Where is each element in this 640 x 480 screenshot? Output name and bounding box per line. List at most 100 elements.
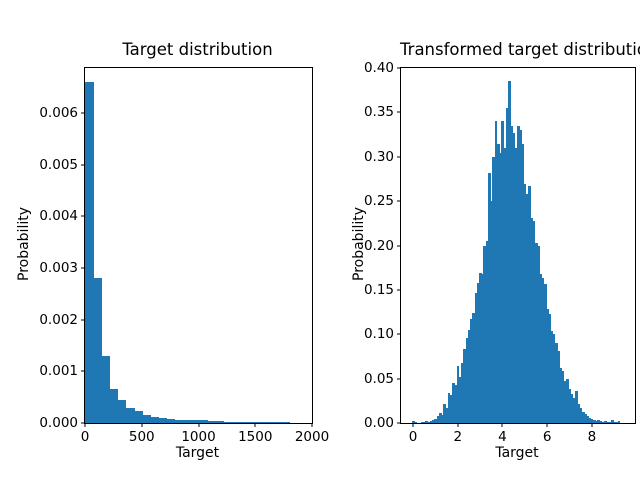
histogram-bar	[557, 351, 560, 423]
histogram-bar	[142, 414, 151, 423]
histogram-bar	[581, 412, 585, 423]
histogram-bar	[566, 378, 569, 423]
x-axis-tick	[501, 423, 503, 427]
chart-title-target-distribution: Target distribution	[122, 40, 273, 59]
histogram-bar	[150, 416, 160, 423]
histogram-bar	[467, 329, 471, 423]
y-axis-tick-label: 0.35	[363, 104, 394, 121]
histogram-bar	[490, 201, 493, 423]
histogram-bar	[191, 419, 200, 423]
y-axis-tick	[397, 156, 401, 158]
y-axis-tick	[397, 67, 401, 69]
y-axis-tick	[81, 422, 85, 424]
y-axis-tick-label: 0.20	[363, 237, 394, 254]
x-axis-tick-label: 8	[587, 429, 597, 445]
histogram-bar	[492, 156, 496, 423]
y-axis-tick	[81, 164, 85, 166]
histogram-bar	[584, 414, 587, 423]
y-axis-tick	[81, 370, 85, 372]
x-axis-tick	[84, 423, 86, 427]
histogram-bar	[505, 107, 509, 423]
histogram-bar	[232, 421, 241, 423]
y-axis-tick	[397, 245, 401, 246]
histogram-bar	[579, 407, 583, 423]
histogram-bar	[411, 421, 415, 423]
histogram-bar	[485, 241, 489, 423]
x-axis-label: Target	[495, 445, 539, 461]
y-axis-tick	[81, 112, 85, 114]
histogram-bar	[452, 383, 455, 423]
y-axis-tick-label: 0.15	[363, 281, 394, 298]
x-axis-tick-label: 4	[498, 429, 507, 445]
y-axis-tick-label: 0.000	[39, 415, 78, 431]
y-axis-tick-label: 0.00	[363, 415, 394, 431]
x-axis-tick-label: 6	[542, 429, 552, 445]
chart-title-transformed-target-distribution: Transformed target distribution	[400, 40, 640, 59]
histogram-bar	[516, 125, 520, 423]
histogram-bar	[559, 367, 563, 423]
y-axis-tick	[397, 200, 401, 202]
histogram-bar	[248, 422, 258, 423]
histogram-bar	[541, 278, 545, 423]
histogram-bar	[432, 420, 435, 423]
y-axis-tick	[397, 333, 401, 335]
histogram-bar	[434, 419, 438, 423]
histogram-bar	[586, 415, 589, 423]
histogram-bar	[496, 144, 500, 423]
y-axis-tick-label: 0.25	[363, 193, 394, 210]
histogram-bar	[510, 125, 514, 423]
histogram-bar	[445, 407, 449, 423]
histogram-bar	[436, 416, 440, 423]
histogram-bar	[425, 421, 429, 423]
histogram-bar	[474, 292, 478, 423]
histogram-bar	[166, 419, 176, 423]
histogram-bar	[606, 422, 610, 423]
x-axis-tick	[198, 423, 199, 427]
histogram-bar	[577, 404, 581, 423]
histogram-bar	[429, 421, 433, 423]
histogram-bar	[501, 121, 505, 423]
histogram-bar	[601, 422, 605, 423]
y-axis-tick-label: 0.005	[39, 156, 78, 173]
histogram-bar	[240, 421, 249, 423]
histogram-bar	[552, 334, 556, 423]
histogram-bar	[281, 422, 290, 423]
histogram-bar	[420, 422, 424, 423]
histogram-bar	[615, 422, 619, 423]
y-axis-tick	[397, 422, 401, 424]
histogram-bar	[183, 420, 192, 423]
histogram-bar	[93, 278, 102, 423]
histogram-bar	[539, 273, 543, 423]
histogram-bar	[454, 384, 458, 423]
histogram-bar	[514, 147, 518, 423]
y-axis-label: Probability	[16, 206, 32, 282]
histogram-bar	[101, 355, 111, 423]
histogram-bar	[438, 413, 442, 423]
histogram-bar	[125, 407, 135, 423]
histogram-bar	[519, 130, 522, 423]
histogram-bar	[599, 421, 603, 423]
x-axis-tick-label: 0	[408, 429, 418, 445]
histogram-bar	[532, 220, 536, 423]
histogram-bar	[465, 337, 469, 423]
y-axis-tick-label: 0.001	[39, 363, 78, 380]
y-axis-tick	[81, 319, 85, 321]
histogram-bar	[525, 194, 529, 423]
histogram-bar	[588, 417, 592, 423]
histogram-bar	[548, 313, 552, 423]
plot-area-target-distribution: 0 500 1000 1500 2000 0.000 0.001 0.002 0.003 0.00…	[39, 67, 329, 445]
histogram-bar	[521, 144, 525, 423]
histogram-bar	[494, 121, 498, 423]
y-axis-tick	[397, 378, 401, 380]
x-axis-tick-label: 2	[453, 429, 463, 445]
y-axis-tick-label: 0.05	[363, 370, 394, 387]
histogram-bar	[85, 81, 94, 423]
histogram-bar	[472, 312, 476, 423]
histogram-bar	[546, 309, 549, 423]
histogram-bar	[604, 421, 607, 423]
histogram-bar	[447, 392, 451, 423]
histogram-bar	[134, 411, 143, 423]
histogram-bar	[207, 421, 217, 423]
histogram-bar	[617, 421, 621, 423]
histogram-bar	[483, 246, 487, 423]
